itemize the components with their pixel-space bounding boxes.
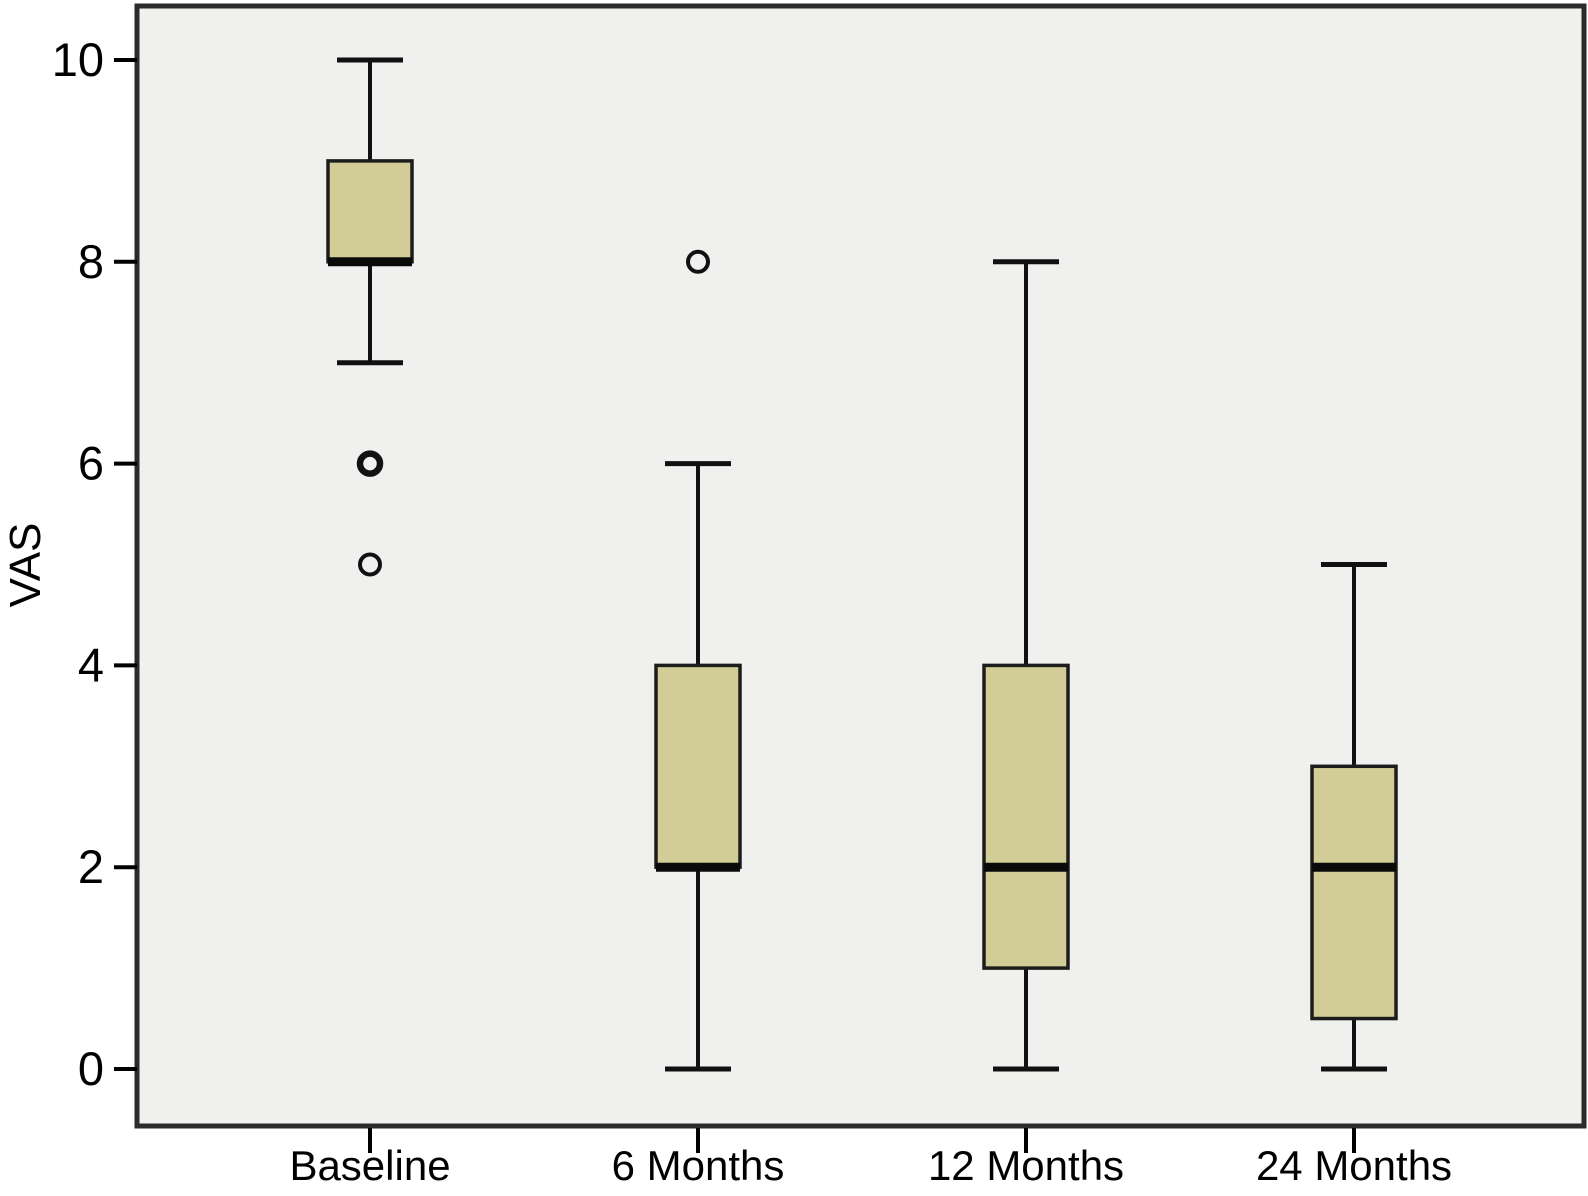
iqr-box <box>982 663 1070 970</box>
outlier-point <box>358 552 382 577</box>
axis-labels-layer: 0 2 4 6 8 10 Baseline 6 Months 12 Months 24 Month… <box>52 33 1452 1189</box>
boxes-layer <box>326 159 1398 1021</box>
iqr-box <box>654 663 742 869</box>
outlier-point <box>356 450 384 477</box>
x-axis-category-label: 6 Months <box>612 1142 785 1189</box>
y-axis-tick-label: 10 <box>52 33 104 86</box>
iqr-box <box>326 159 414 264</box>
x-axis-category-label: 24 Months <box>1256 1142 1452 1189</box>
outlier-point <box>686 249 710 274</box>
iqr-box <box>1310 764 1398 1021</box>
outliers-layer <box>356 249 710 577</box>
whiskers-layer <box>337 57 1387 1072</box>
y-axis-tick-label: 0 <box>78 1042 104 1095</box>
y-axis-tick-label: 8 <box>78 235 104 288</box>
y-axis-tick-label: 4 <box>78 638 104 691</box>
y-axis-tick-label: 2 <box>78 840 104 893</box>
y-axis-tick-label: 6 <box>78 437 104 490</box>
x-axis-category-label: 12 Months <box>928 1142 1124 1189</box>
x-axis-category-label: Baseline <box>289 1142 450 1189</box>
y-axis-label: VAS <box>1 523 50 608</box>
axis-ticks-layer <box>114 58 1356 1153</box>
